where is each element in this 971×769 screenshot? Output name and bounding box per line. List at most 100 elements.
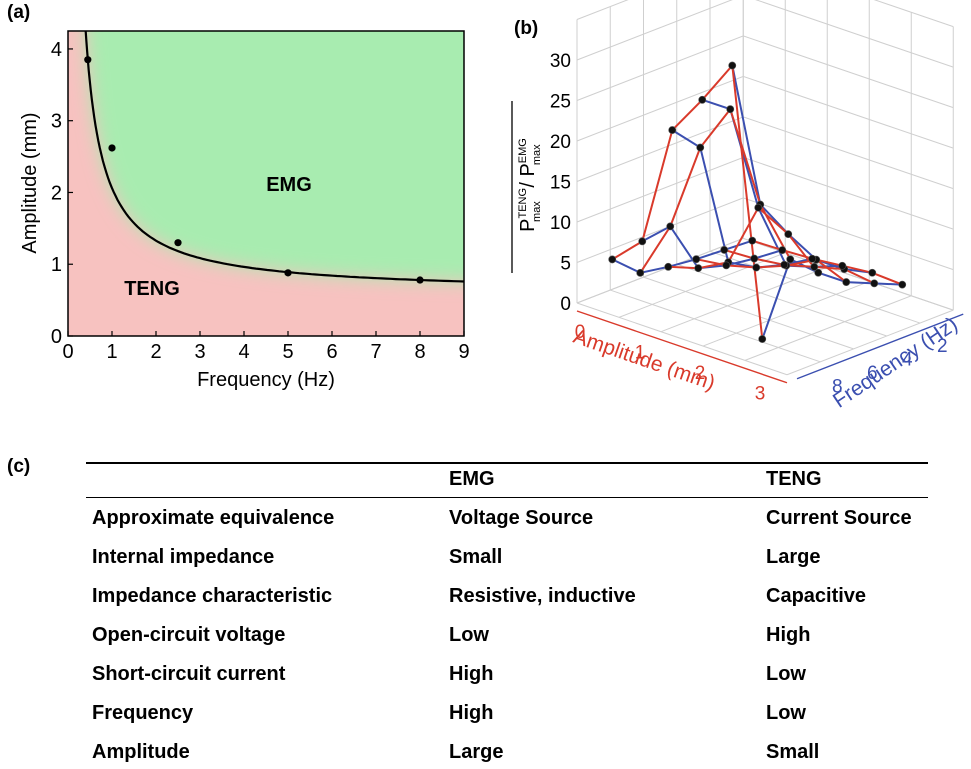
surface-point — [668, 126, 677, 134]
grid-line — [786, 309, 954, 376]
x-tick-label: 3 — [194, 341, 205, 363]
data-point-4 — [416, 276, 424, 284]
constant-frequency-line — [668, 206, 820, 274]
grid-line — [576, 0, 954, 28]
zlabel-den: P — [517, 163, 539, 176]
surface-point — [726, 105, 735, 114]
z-tick-label: 20 — [550, 132, 571, 153]
surface-point — [694, 264, 703, 273]
surface-point — [698, 95, 707, 104]
chart-a-points — [84, 56, 424, 284]
surface-point — [692, 255, 701, 264]
constant-amplitude-line — [731, 65, 873, 274]
z-tick-label: 15 — [550, 173, 571, 194]
surface-point — [722, 261, 731, 270]
table-cell: Approximate equivalence — [92, 507, 335, 529]
y-tick-label: 0 — [51, 326, 62, 348]
surface-point — [638, 237, 647, 246]
x-tick-label: 6 — [326, 341, 337, 363]
panel-label-a: (a) — [7, 2, 31, 23]
chart-a: 0 1 2 3 4 5 6 7 8 9 0 1 2 3 4 Frequency (Hz) Amplitud… — [19, 30, 470, 391]
chart-b-grid — [576, 0, 964, 384]
emg-region — [85, 31, 464, 282]
x-tick-label: 1 — [106, 341, 117, 363]
grid-line — [576, 156, 954, 230]
zlabel-num: P — [517, 219, 539, 232]
x-tick-label: 8 — [414, 341, 425, 363]
grid-line — [676, 263, 887, 337]
x-tick-label: 2 — [150, 341, 161, 363]
table-row: Approximate equivalence Voltage Source C… — [92, 507, 928, 533]
table-cell: Small — [766, 741, 820, 763]
table-cell: Short-circuit current — [92, 663, 286, 685]
grid-line — [576, 35, 954, 109]
table-row: Short-circuit current High Low — [92, 663, 928, 689]
z-tick-label: 5 — [560, 254, 571, 275]
table-cell: Large — [449, 741, 504, 763]
frequency-tick-label: 4 — [902, 349, 913, 370]
zlabel-den-sup: EMG — [517, 138, 529, 163]
grid-line — [610, 289, 821, 363]
surface-point — [754, 203, 763, 212]
header-cell: TENG — [766, 468, 822, 490]
chart-b-amplitude-label: Amplitude (mm) — [570, 325, 718, 395]
surface-point — [752, 263, 761, 272]
zlabel-num-sup: TENG — [517, 188, 529, 219]
surface-point — [870, 279, 879, 288]
table-cell: Low — [766, 663, 806, 685]
table-row: Open-circuit voltage Low High — [92, 624, 928, 650]
grid-line — [618, 252, 786, 318]
chart-b-z-ticks: 0 5 10 15 20 25 30 — [550, 51, 571, 315]
chart-a-y-ticks: 0 1 2 3 4 — [51, 39, 73, 348]
grid-line — [643, 276, 854, 350]
surface-point — [696, 143, 705, 152]
table-cell: High — [766, 624, 811, 646]
table-cell: Voltage Source — [449, 507, 594, 529]
panel-label-b: (b) — [514, 18, 539, 39]
x-tick-label: 9 — [458, 341, 469, 363]
surface-point — [608, 255, 617, 264]
surface-point — [786, 255, 795, 264]
x-tick-label: 7 — [370, 341, 381, 363]
table-cell: Current Source — [766, 507, 912, 529]
zlabel-sep: / — [517, 177, 539, 194]
constant-frequency-line — [611, 63, 764, 340]
grid-line — [576, 237, 744, 304]
table-cell: Amplitude — [92, 741, 190, 763]
constant-amplitude-line — [611, 239, 753, 274]
header-cell: EMG — [449, 468, 495, 490]
y-tick-label: 4 — [51, 39, 62, 61]
grid-line — [743, 237, 954, 311]
data-point-3 — [284, 269, 292, 277]
zlabel-den-sub: max — [531, 144, 543, 165]
amplitude-tick-label: 1 — [635, 343, 646, 364]
table-row: Impedance characteristic Resistive, indu… — [92, 585, 928, 611]
chart-a-ylabel: Amplitude (mm) — [19, 112, 41, 253]
surface-point — [842, 278, 851, 286]
grid-line — [576, 0, 954, 68]
chart-b-zlabel: PTENG max / PEMG max — [511, 101, 543, 273]
surface-point — [778, 246, 787, 255]
amplitude-axis — [576, 310, 788, 384]
surface-point — [810, 263, 819, 271]
data-point-0 — [84, 56, 92, 64]
chart-a-frame — [67, 30, 465, 337]
table-cell: Large — [766, 546, 821, 568]
constant-frequency-line — [639, 107, 792, 274]
amplitude-tick-label: 3 — [755, 384, 766, 405]
grid-line — [702, 280, 870, 347]
table-row: Amplitude Large Small — [92, 741, 928, 767]
y-tick-label: 3 — [51, 111, 62, 133]
table-cell: Small — [449, 546, 503, 568]
frequency-axis — [796, 313, 964, 380]
table-cell: Open-circuit voltage — [92, 624, 286, 646]
x-tick-label: 4 — [238, 341, 249, 363]
y-tick-label: 2 — [51, 182, 62, 204]
surface-point — [784, 230, 793, 239]
table-cell: Low — [449, 624, 489, 646]
grid-line — [576, 116, 954, 190]
z-tick-label: 25 — [550, 92, 571, 113]
surface-point — [750, 254, 759, 263]
table-cell: Frequency — [92, 702, 194, 724]
